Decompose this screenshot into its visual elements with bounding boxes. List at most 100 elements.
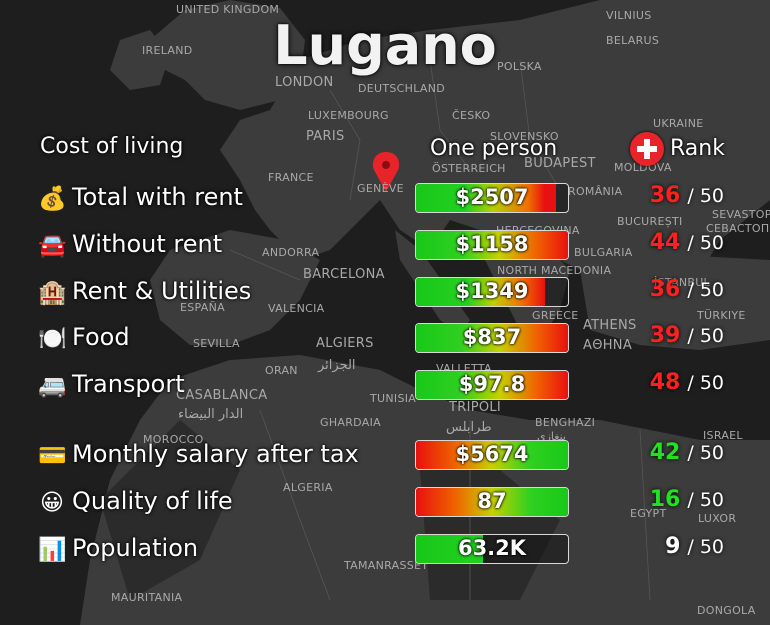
rank: 36 / 50 [600, 183, 724, 208]
value-bar: 87 [415, 487, 569, 517]
map-label: BENGHAZI [535, 416, 596, 429]
row-quality-of-life: 😀 Quality of life 87 16 / 50 [0, 486, 770, 520]
page-title: Lugano [273, 14, 497, 77]
money-bag-icon: 💰 [38, 186, 67, 212]
map-label: GHARDAIA [320, 416, 381, 429]
map-label: SEVILLA [193, 337, 240, 350]
map-label: İSTANBUL [654, 276, 710, 289]
row-transport: 🚐 Transport $97.8 48 / 50 [0, 369, 770, 403]
bar-fill [416, 324, 568, 352]
bar-fill [416, 535, 483, 563]
value-bar: $97.8 [415, 370, 569, 400]
map-label: ČESKO [452, 109, 491, 122]
bar-value: 87 [477, 489, 507, 513]
map-label: CASABLANCA [176, 388, 268, 403]
map-label: BUDAPEST [524, 156, 596, 171]
map-label: ALGERIA [283, 481, 333, 494]
bar-fill [416, 371, 568, 399]
map-label: الجزائر [318, 358, 356, 373]
rank-number: 42 [649, 440, 681, 465]
map-label: SEVASTOPOL [712, 208, 770, 221]
map-label: POLSKA [497, 60, 542, 73]
map-label: GENÈVE [357, 182, 404, 195]
map-label: BULGARIA [574, 246, 633, 259]
map-label: GREECE [532, 309, 579, 322]
row-label: Food [72, 323, 130, 351]
rank-total: / 50 [687, 372, 724, 394]
bar-value: $5674 [455, 442, 529, 466]
rank: 16 / 50 [600, 487, 724, 512]
row-label: Rent & Utilities [72, 277, 252, 305]
rank-total: / 50 [687, 185, 724, 207]
bar-fill [416, 231, 568, 259]
map-label: TAMANRASSET [344, 559, 429, 572]
bar-fill [416, 184, 556, 212]
header-rank: Rank [670, 136, 725, 161]
map-label: VALENCIA [268, 302, 325, 315]
row-label: Population [72, 534, 199, 562]
value-bar: 63.2K [415, 534, 569, 564]
bar-value: 63.2K [457, 536, 527, 560]
map-label: SLOVENSKO [490, 130, 559, 143]
row-label: Transport [72, 370, 185, 398]
fork-knife-plate-icon: 🍽️ [38, 326, 67, 352]
value-bar: $5674 [415, 440, 569, 470]
rank: 36 / 50 [600, 277, 724, 302]
rank-total: / 50 [687, 325, 724, 347]
map-label: FRANCE [268, 171, 314, 184]
minibus-icon: 🚐 [38, 373, 67, 399]
map-label: BUCUREȘTI [617, 215, 683, 228]
rank: 9 / 50 [600, 534, 724, 559]
map-label: ΑΘΗΝΑ [583, 338, 633, 353]
rank-number: 48 [649, 370, 681, 395]
row-monthly-salary: 💳 Monthly salary after tax $5674 42 / 50 [0, 439, 770, 473]
bar-value: $1158 [455, 232, 529, 256]
map-label: ROMÂNIA [568, 185, 623, 198]
map-label: TUNISIA [370, 392, 417, 405]
map-label: UKRAINE [653, 117, 704, 130]
rank: 48 / 50 [600, 370, 724, 395]
bar-fill [416, 441, 568, 469]
row-without-rent: 🚘 Without rent $1158 44 / 50 [0, 229, 770, 263]
hotel-icon: 🏨 [38, 280, 67, 306]
map-label: TRIPOLI [449, 400, 502, 415]
map-label: СЕВАСТОПОЛЬ [706, 222, 770, 235]
map-label: DONGOLA [697, 604, 756, 617]
map-label: MOROCCO [143, 433, 204, 446]
value-bar: $1349 [415, 277, 569, 307]
rank-number: 36 [649, 183, 681, 208]
rank: 44 / 50 [600, 230, 724, 255]
map-label: ALGIERS [316, 336, 374, 351]
rank-number: 16 [649, 487, 681, 512]
map-label: بنغازي [537, 430, 566, 443]
car-icon: 🚘 [38, 233, 67, 259]
map-label: PARIS [306, 129, 345, 144]
rank-number: 39 [649, 323, 681, 348]
row-rent-utilities: 🏨 Rent & Utilities $1349 36 / 50 [0, 276, 770, 310]
map-label: ÖSTERREICH [432, 162, 506, 175]
map-label: IRELAND [142, 44, 193, 57]
row-label: Quality of life [72, 487, 233, 515]
row-label: Without rent [72, 230, 223, 258]
bar-value: $97.8 [458, 372, 526, 396]
value-bar: $2507 [415, 183, 569, 213]
bar-fill [416, 488, 568, 516]
map-label: BELARUS [606, 34, 660, 47]
bar-value: $1349 [455, 279, 529, 303]
map-label: ISRAEL [703, 429, 743, 442]
bar-value: $2507 [455, 185, 529, 209]
header-one-person: One person [430, 136, 558, 161]
map-label: ORAN [265, 364, 298, 377]
map-label: BARCELONA [303, 267, 385, 282]
bar-fill [416, 278, 546, 306]
credit-card-icon: 💳 [38, 443, 67, 469]
rank-number: 44 [649, 230, 681, 255]
bar-chart-icon: 📊 [38, 537, 67, 563]
map-label: LUXOR [698, 512, 737, 525]
map-label: MAURITANIA [111, 591, 183, 604]
row-population: 📊 Population 63.2K 9 / 50 [0, 533, 770, 567]
rank: 39 / 50 [600, 323, 724, 348]
map-label: ESPAÑA [180, 301, 225, 314]
map-label: LUXEMBOURG [308, 109, 389, 122]
header-cost-of-living: Cost of living [40, 134, 184, 159]
